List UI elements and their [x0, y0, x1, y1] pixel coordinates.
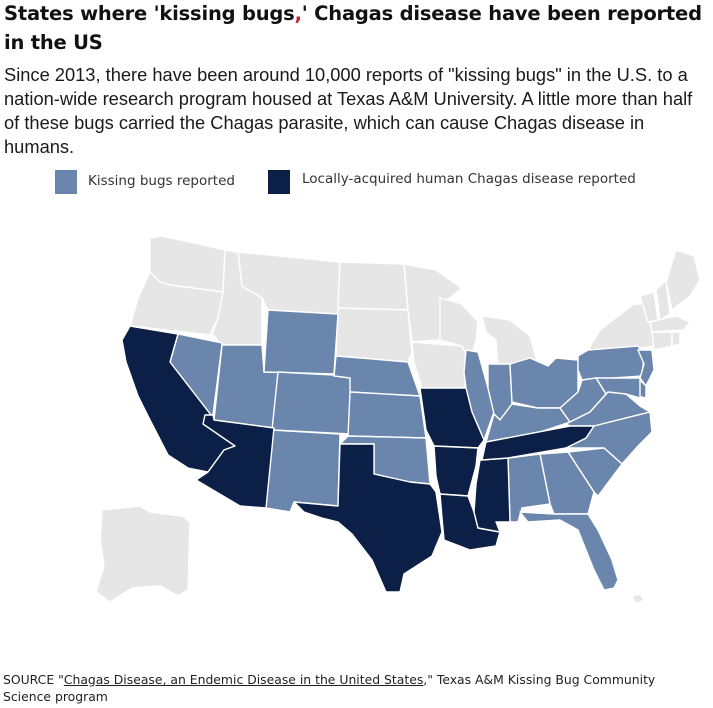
state-south-dakota: [335, 307, 413, 363]
state-missouri: [419, 387, 485, 449]
state-mississippi: [473, 457, 511, 533]
chart-title: States where 'kissing bugs,' Chagas dise…: [4, 0, 710, 57]
legend-swatch-chagas: [268, 170, 290, 194]
state-hawaii: [631, 593, 645, 605]
source-note: SOURCE "Chagas Disease, an Endemic Disea…: [3, 671, 703, 705]
state-iowa: [411, 341, 471, 389]
state-rhode-island: [671, 331, 681, 347]
us-map: [95, 235, 701, 605]
title-comma: ,: [294, 2, 302, 25]
state-arizona: [195, 414, 275, 509]
state-maine: [665, 249, 701, 311]
state-california: [121, 325, 236, 473]
state-connecticut: [651, 331, 673, 351]
state-new-hampshire: [655, 279, 671, 321]
title-part-2: ' Chagas disease have been reported in t…: [4, 2, 702, 54]
state-tennessee: [481, 425, 595, 461]
state-louisiana: [439, 493, 501, 551]
title-part-1: States where 'kissing bugs: [4, 2, 295, 25]
state-pennsylvania: [577, 345, 645, 381]
state-florida: [519, 511, 619, 591]
source-prefix: SOURCE ": [3, 672, 64, 687]
state-ohio: [509, 357, 579, 409]
source-link[interactable]: Chagas Disease, an Endemic Disease in th…: [63, 672, 424, 687]
state-massachusetts: [649, 315, 691, 333]
legend-label-chagas: Locally-acquired human Chagas disease re…: [302, 171, 636, 187]
state-north-dakota: [337, 261, 409, 311]
state-texas: [293, 443, 443, 593]
state-new-mexico: [265, 429, 341, 513]
source-suffix: ," Texas A&M Kissing Bug Community Scien…: [3, 672, 656, 704]
state-alaska: [95, 505, 191, 603]
state-kansas: [347, 391, 427, 439]
state-arkansas: [433, 445, 479, 497]
legend-swatch-bugs: [55, 170, 77, 194]
chart-description: Since 2013, there have been around 10,00…: [4, 64, 693, 157]
state-colorado: [271, 371, 353, 435]
state-wyoming: [263, 309, 339, 375]
legend-label-bugs: Kissing bugs reported: [88, 173, 235, 189]
